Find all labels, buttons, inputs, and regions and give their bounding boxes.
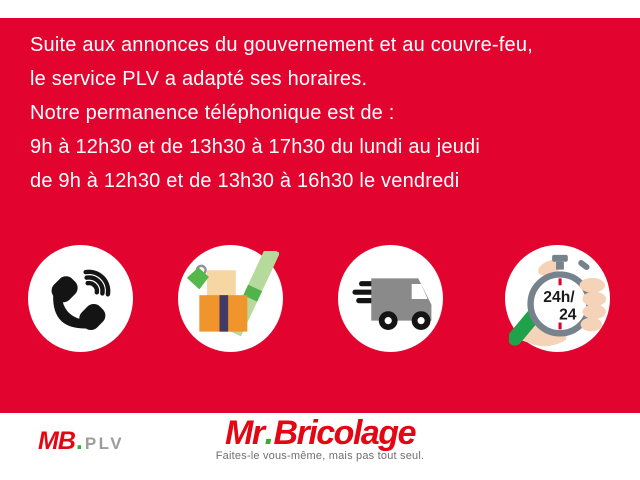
mb-plv-logo: MB . PLV xyxy=(38,427,124,456)
mb-plv-logo-dot: . xyxy=(75,427,83,455)
mr-bricolage-logo-name: Bricolage xyxy=(273,414,417,452)
phone-circle xyxy=(28,245,133,352)
announcement-line-5: de 9h à 12h30 et de 13h30 à 16h30 le ven… xyxy=(30,170,460,192)
service-icons-row: 24h/ 24 xyxy=(0,18,640,413)
announcement-line-2: le service PLV a adapté ses horaires. xyxy=(30,68,368,90)
mr-bricolage-tagline: Faites-le vous-même, mais pas tout seul. xyxy=(215,450,425,462)
mr-bricolage-logo-mr: Mr xyxy=(225,414,265,452)
mb-plv-logo-plv: PLV xyxy=(84,434,125,453)
announcement-line-4: 9h à 12h30 et de 13h30 à 17h30 du lundi … xyxy=(30,136,480,158)
announcement-line-3: Notre permanence téléphonique est de : xyxy=(30,102,395,124)
red-banner: Suite aux annonces du gouvernement et au… xyxy=(0,18,640,413)
package-circle xyxy=(178,245,283,352)
stopwatch-label-line1: 24h/ xyxy=(543,288,575,305)
announcement-text: Suite aux annonces du gouvernement et au… xyxy=(30,28,533,198)
phone-icon xyxy=(51,269,110,330)
stopwatch-24h-icon: 24h/ 24 xyxy=(508,254,606,346)
mr-bricolage-logo-dot: . xyxy=(264,414,274,452)
mr-bricolage-logo-block: Mr.Bricolage Faites-le vous-même, mais p… xyxy=(216,415,425,462)
mr-bricolage-logo: Mr.Bricolage xyxy=(216,415,425,451)
gift-package-icon xyxy=(186,250,279,336)
stopwatch-label-line2: 24 xyxy=(559,306,577,323)
announcement-line-1: Suite aux annonces du gouvernement et au… xyxy=(30,34,533,56)
mb-plv-logo-mb: MB xyxy=(38,427,76,455)
footer: MB . PLV Mr.Bricolage Faites-le vous-mêm… xyxy=(0,413,640,480)
delivery-truck-icon xyxy=(351,277,431,330)
stopwatch-circle: 24h/ 24 xyxy=(505,245,610,352)
truck-circle xyxy=(338,245,443,352)
